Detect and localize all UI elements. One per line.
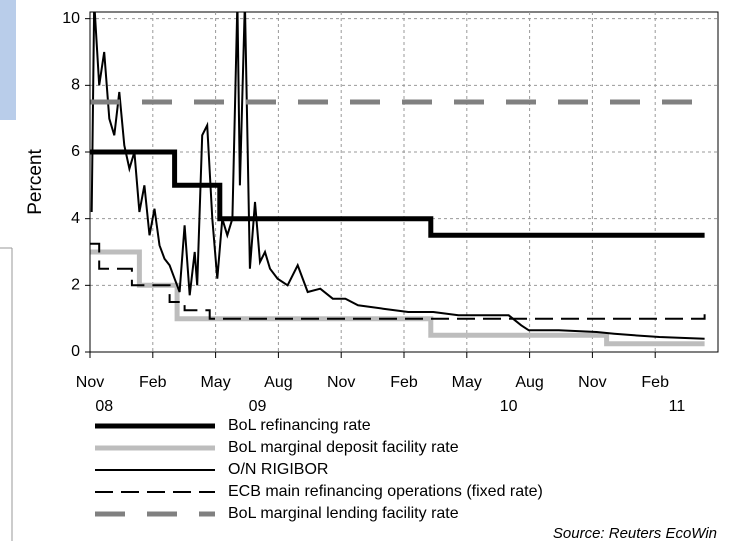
y-tick-label: 6 [71,143,80,160]
series-line [90,12,705,340]
year-label: 11 [669,398,686,415]
x-tick-label: May [200,374,230,391]
year-label: 09 [249,398,267,415]
x-tick-label: Nov [578,374,606,391]
legend-label: O/N RIGIBOR [228,461,328,478]
x-tick-label: Nov [76,374,104,391]
y-tick-label: 2 [71,277,80,294]
legend-label: BoL refinancing rate [228,417,371,434]
legend-label: BoL marginal lending facility rate [228,505,459,522]
x-tick-label: Feb [139,374,167,391]
x-tick-label: Aug [264,374,292,391]
series-line [90,149,705,238]
source-note: Source: Reuters EcoWin [553,525,717,541]
year-label: 10 [500,398,518,415]
y-tick-label: 4 [71,210,80,227]
window-edge [0,0,16,120]
x-tick-label: Feb [641,374,669,391]
x-tick-label: Feb [390,374,418,391]
legend-label: BoL marginal deposit facility rate [228,439,459,456]
x-tick-label: Nov [327,374,355,391]
y-axis-label: Percent [25,149,46,215]
y-tick-label: 8 [71,77,80,94]
x-tick-label: Aug [515,374,543,391]
year-label: 08 [95,398,113,415]
series-line [90,242,706,320]
plot-lines [90,12,706,347]
x-tick-label: May [452,374,482,391]
y-tick-label: 0 [71,343,80,360]
legend-label: ECB main refinancing operations (fixed r… [228,483,543,500]
y-tick-label: 10 [62,10,80,27]
